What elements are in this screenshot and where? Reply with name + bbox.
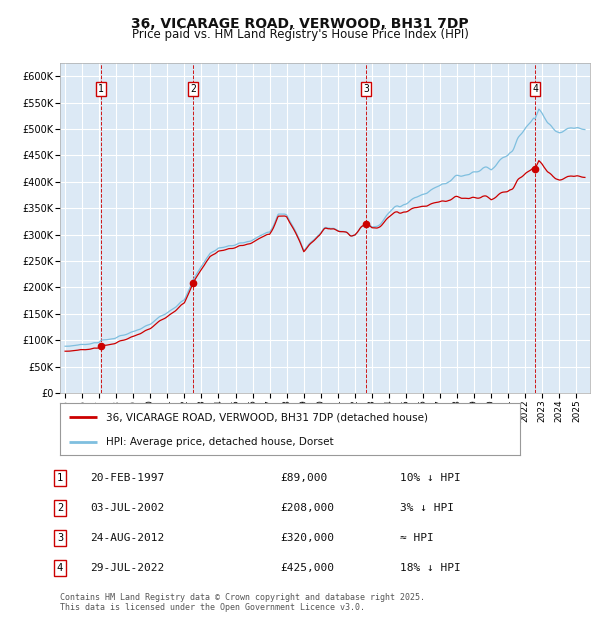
Text: £320,000: £320,000 (280, 533, 334, 543)
Text: 4: 4 (532, 84, 538, 94)
Text: 20-FEB-1997: 20-FEB-1997 (90, 473, 164, 483)
Text: 10% ↓ HPI: 10% ↓ HPI (400, 473, 461, 483)
Text: Price paid vs. HM Land Registry's House Price Index (HPI): Price paid vs. HM Land Registry's House … (131, 28, 469, 41)
Text: 2: 2 (57, 503, 63, 513)
Text: 03-JUL-2002: 03-JUL-2002 (90, 503, 164, 513)
Text: £89,000: £89,000 (280, 473, 327, 483)
Text: 24-AUG-2012: 24-AUG-2012 (90, 533, 164, 543)
Text: £208,000: £208,000 (280, 503, 334, 513)
Text: 3% ↓ HPI: 3% ↓ HPI (400, 503, 454, 513)
Text: 3: 3 (57, 533, 63, 543)
Text: 36, VICARAGE ROAD, VERWOOD, BH31 7DP (detached house): 36, VICARAGE ROAD, VERWOOD, BH31 7DP (de… (106, 412, 428, 422)
Text: 1: 1 (57, 473, 63, 483)
Text: 4: 4 (57, 563, 63, 573)
Text: ≈ HPI: ≈ HPI (400, 533, 434, 543)
Text: 29-JUL-2022: 29-JUL-2022 (90, 563, 164, 573)
Text: 3: 3 (363, 84, 369, 94)
Text: 1: 1 (98, 84, 104, 94)
Text: 2: 2 (190, 84, 196, 94)
Text: HPI: Average price, detached house, Dorset: HPI: Average price, detached house, Dors… (106, 437, 334, 447)
Text: 36, VICARAGE ROAD, VERWOOD, BH31 7DP: 36, VICARAGE ROAD, VERWOOD, BH31 7DP (131, 17, 469, 32)
Text: Contains HM Land Registry data © Crown copyright and database right 2025.
This d: Contains HM Land Registry data © Crown c… (60, 593, 425, 612)
Text: £425,000: £425,000 (280, 563, 334, 573)
Text: 18% ↓ HPI: 18% ↓ HPI (400, 563, 461, 573)
